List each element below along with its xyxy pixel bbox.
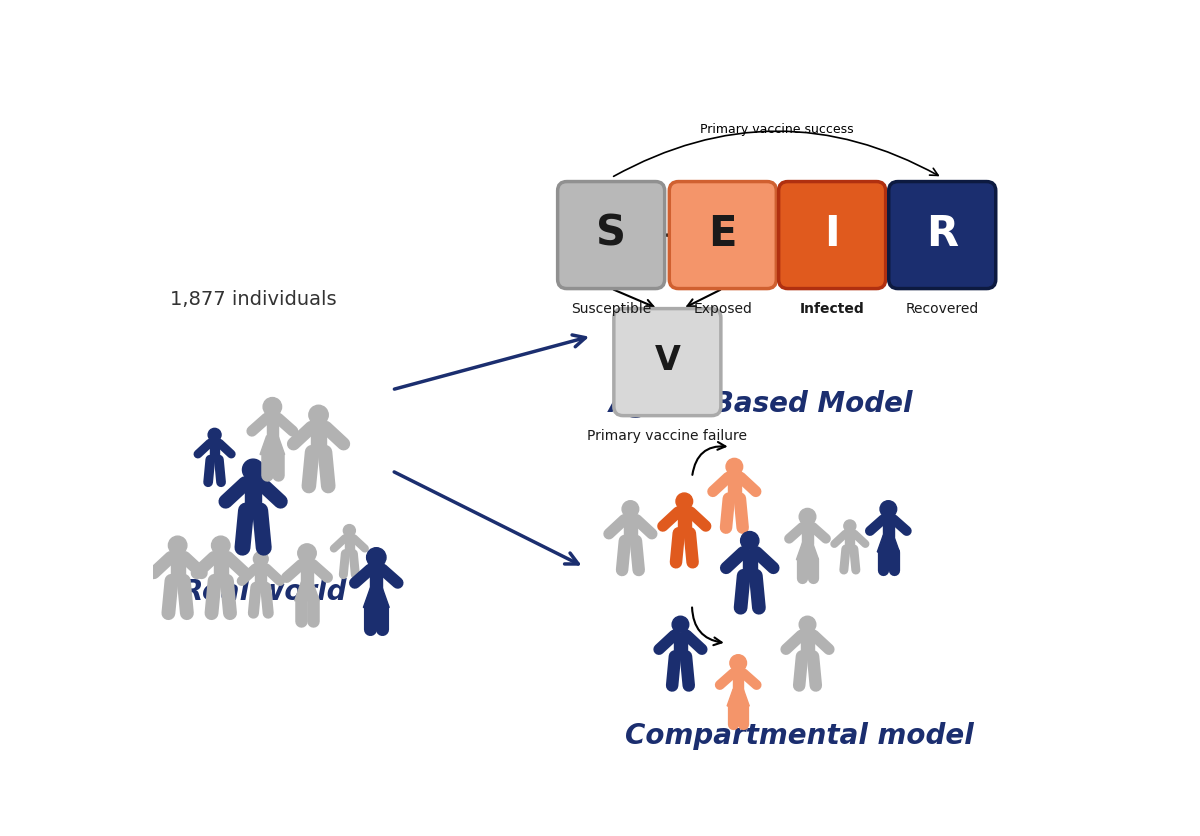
- Circle shape: [799, 616, 816, 633]
- Circle shape: [844, 520, 856, 532]
- Text: E: E: [708, 212, 737, 254]
- Circle shape: [740, 532, 758, 550]
- Text: Primary vaccine failure: Primary vaccine failure: [587, 430, 748, 443]
- Circle shape: [672, 616, 689, 633]
- Circle shape: [343, 525, 355, 537]
- Text: Infected: Infected: [799, 303, 864, 317]
- Polygon shape: [344, 537, 354, 553]
- Circle shape: [622, 501, 638, 517]
- Circle shape: [880, 501, 896, 517]
- Polygon shape: [802, 633, 814, 656]
- Text: Compartmental model: Compartmental model: [625, 722, 974, 751]
- Text: S: S: [596, 212, 626, 254]
- Polygon shape: [678, 510, 690, 533]
- FancyBboxPatch shape: [614, 308, 721, 415]
- Text: V: V: [654, 344, 680, 377]
- FancyBboxPatch shape: [670, 181, 776, 288]
- Polygon shape: [727, 690, 749, 706]
- Circle shape: [366, 548, 386, 567]
- Polygon shape: [214, 554, 228, 581]
- Polygon shape: [728, 475, 740, 498]
- Polygon shape: [674, 633, 686, 656]
- Text: Agent-Based Model: Agent-Based Model: [610, 390, 913, 418]
- Text: Primary vaccine success: Primary vaccine success: [700, 123, 853, 135]
- Circle shape: [168, 536, 187, 554]
- Text: Recovered: Recovered: [906, 303, 979, 317]
- Polygon shape: [311, 425, 326, 452]
- Circle shape: [242, 459, 264, 481]
- Circle shape: [211, 536, 230, 554]
- Polygon shape: [210, 441, 220, 460]
- Text: I: I: [824, 212, 840, 254]
- Circle shape: [298, 544, 317, 563]
- Polygon shape: [624, 517, 637, 541]
- Text: 1,877 individuals: 1,877 individuals: [169, 290, 336, 308]
- Polygon shape: [170, 554, 185, 581]
- Polygon shape: [266, 416, 278, 437]
- Circle shape: [799, 508, 816, 525]
- Polygon shape: [883, 517, 894, 537]
- Circle shape: [208, 428, 221, 441]
- Polygon shape: [301, 563, 313, 584]
- FancyBboxPatch shape: [779, 181, 886, 288]
- Polygon shape: [256, 566, 266, 587]
- Polygon shape: [803, 525, 812, 544]
- Circle shape: [676, 493, 692, 510]
- Polygon shape: [364, 588, 389, 608]
- Circle shape: [263, 398, 282, 416]
- Polygon shape: [845, 532, 854, 549]
- Circle shape: [726, 458, 743, 475]
- Polygon shape: [260, 436, 284, 455]
- Polygon shape: [877, 535, 900, 552]
- Polygon shape: [743, 550, 757, 576]
- FancyBboxPatch shape: [889, 181, 996, 288]
- Text: Real world: Real world: [182, 579, 347, 606]
- Polygon shape: [295, 583, 319, 601]
- Polygon shape: [371, 567, 383, 589]
- Text: Exposed: Exposed: [694, 303, 752, 317]
- Polygon shape: [733, 671, 743, 691]
- Text: R: R: [926, 212, 959, 254]
- Polygon shape: [245, 481, 262, 511]
- Circle shape: [253, 552, 268, 566]
- Polygon shape: [797, 543, 818, 560]
- Circle shape: [308, 405, 329, 425]
- Text: Susceptible: Susceptible: [571, 303, 652, 317]
- Circle shape: [730, 655, 746, 671]
- FancyBboxPatch shape: [558, 181, 665, 288]
